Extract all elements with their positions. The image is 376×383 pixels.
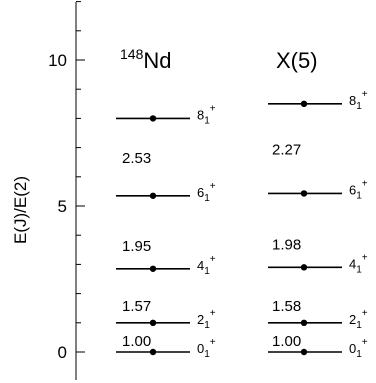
column-titles: 148Nd X(5) — [120, 46, 318, 73]
series-title-mass-number: 148 — [120, 46, 144, 62]
level-point — [149, 192, 157, 199]
level-point — [300, 190, 308, 197]
spin-label: 01+ — [197, 337, 216, 360]
level-point — [149, 319, 157, 326]
level-point — [149, 115, 157, 122]
level-point — [300, 319, 308, 326]
energy-levels: 01+ 21+ 41+ 61+ 81+ 01+ 21+ 41+ 61+ 81+ — [116, 89, 368, 360]
ratio-label: 1.95 — [122, 238, 151, 255]
y-tick-label: 5 — [58, 197, 67, 216]
spin-label: 01+ — [349, 337, 368, 360]
y-tick-label: 10 — [48, 51, 67, 70]
ratio-label: 2.27 — [272, 142, 301, 159]
energy-ratios: 1.00 1.57 1.95 2.53 1.00 1.58 1.98 2.27 — [122, 142, 301, 350]
spin-label: 21+ — [197, 308, 216, 331]
y-axis: 0 5 10 — [48, 1, 85, 380]
spin-label: 41+ — [349, 252, 368, 275]
y-axis-title: E(J)/E(2) — [11, 176, 30, 244]
y-tick-label: 0 — [58, 343, 67, 362]
spin-label: 81+ — [197, 103, 216, 126]
ratio-label: 2.53 — [122, 150, 151, 167]
ratio-label: 1.00 — [122, 333, 151, 350]
spin-label: 21+ — [349, 308, 368, 331]
level-point — [300, 100, 308, 108]
level-point — [149, 348, 157, 356]
ratio-label: 1.57 — [122, 298, 151, 315]
spin-label: 61+ — [349, 178, 368, 201]
level-point — [149, 265, 157, 272]
ratio-label: 1.58 — [272, 298, 301, 315]
series-title: 148Nd — [120, 46, 171, 73]
level-point — [300, 264, 308, 271]
spin-label: 81+ — [349, 89, 368, 112]
ratio-label: 1.98 — [272, 236, 301, 253]
series-title-name: Nd — [143, 48, 171, 73]
spin-label: 41+ — [197, 254, 216, 277]
level-point — [300, 348, 308, 356]
series-title: X(5) — [276, 48, 318, 73]
spin-label: 61+ — [197, 181, 216, 204]
ratio-label: 1.00 — [272, 333, 301, 350]
